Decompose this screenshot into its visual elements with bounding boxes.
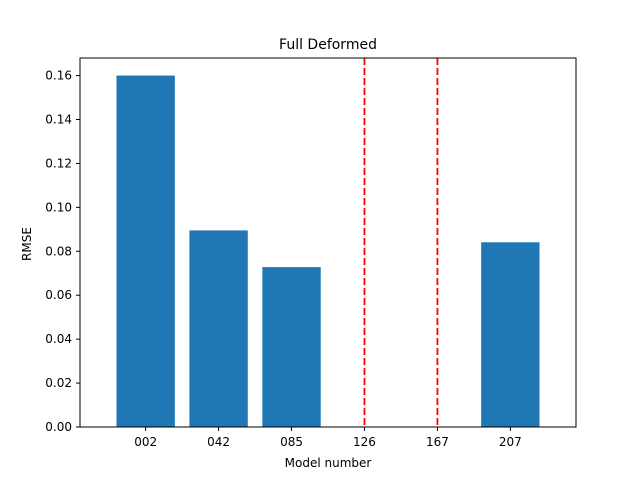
y-ticks: 0.00 0.02 0.04 0.06 0.08 0.10 0.12 0.14 0.16	[45, 69, 80, 434]
y-tick-label-0.00: 0.00	[45, 420, 72, 434]
x-tick-label-207: 207	[499, 435, 522, 449]
y-tick-label-0.08: 0.08	[45, 244, 72, 258]
bars-layer	[116, 75, 540, 428]
x-axis-label: Model number	[285, 456, 372, 470]
x-tick-label-042: 042	[207, 435, 230, 449]
y-tick-label-0.02: 0.02	[45, 376, 72, 390]
y-axis-label: RMSE	[20, 227, 34, 261]
x-tick-label-167: 167	[426, 435, 449, 449]
bar-002	[116, 75, 175, 428]
bar-207	[481, 242, 540, 427]
x-tick-label-085: 085	[280, 435, 303, 449]
bar-042	[189, 230, 248, 427]
y-tick-label-0.10: 0.10	[45, 200, 72, 214]
y-tick-label-0.06: 0.06	[45, 288, 72, 302]
x-tick-label-002: 002	[134, 435, 157, 449]
x-tick-label-126: 126	[353, 435, 376, 449]
chart-title: Full Deformed	[279, 37, 377, 53]
axes-frame	[79, 57, 577, 428]
y-tick-label-0.16: 0.16	[45, 69, 72, 83]
y-tick-label-0.12: 0.12	[45, 156, 72, 170]
y-tick-label-0.14: 0.14	[45, 113, 72, 127]
missing-value-markers	[363, 58, 439, 427]
y-tick-label-0.04: 0.04	[45, 332, 72, 346]
x-ticks: 002 042 085 126 167 207	[134, 427, 522, 449]
axes-layer	[79, 57, 577, 428]
bar-085	[262, 267, 321, 427]
